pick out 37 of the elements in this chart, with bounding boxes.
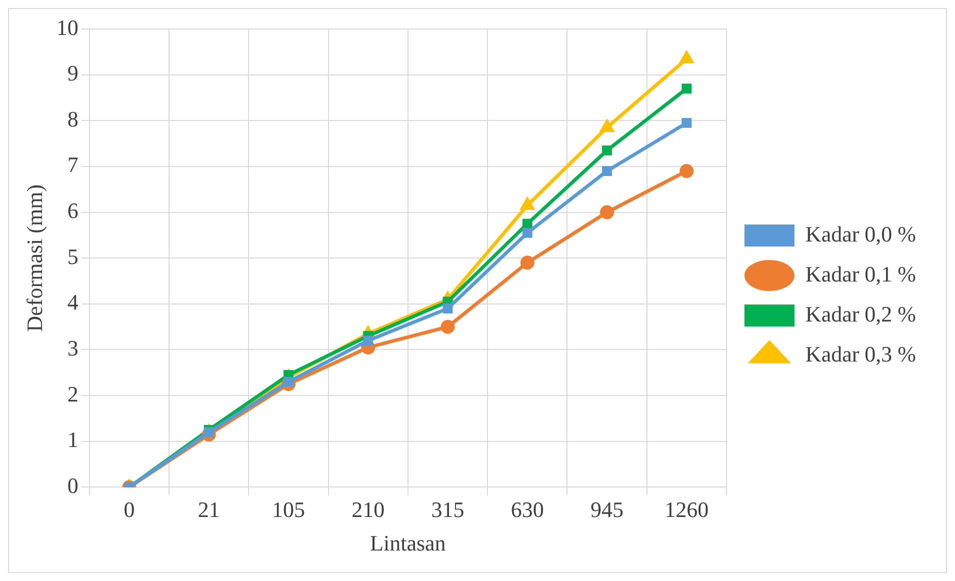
legend-label: Kadar 0,3 % — [805, 341, 916, 366]
x-axis-title: Lintasan — [370, 530, 446, 556]
x-tick-label: 1260 — [664, 497, 709, 522]
x-tick-label: 945 — [590, 497, 624, 522]
y-tick-label: 7 — [67, 152, 78, 178]
y-tick-label: 1 — [67, 427, 78, 452]
point — [440, 320, 455, 334]
point — [600, 205, 614, 220]
point — [522, 218, 532, 229]
y-tick-label: 5 — [67, 244, 78, 269]
y-tick-label: 9 — [67, 60, 78, 86]
x-tick-label: 210 — [352, 497, 385, 522]
point — [680, 164, 694, 178]
point — [602, 166, 612, 176]
y-tick-label: 4 — [67, 290, 78, 315]
legend-label: Kadar 0,1 % — [805, 261, 916, 286]
y-tick-label: 8 — [67, 106, 78, 132]
x-tick-label: 21 — [198, 497, 220, 522]
x-tick-label: 315 — [431, 497, 464, 522]
point — [363, 336, 374, 346]
y-axis-title: Deformasi (mm) — [22, 184, 47, 332]
x-tick-label: 0 — [124, 497, 135, 522]
x-tick-label: 105 — [272, 497, 305, 522]
point — [602, 145, 612, 156]
point — [682, 118, 692, 128]
y-tick-label: 3 — [67, 336, 78, 361]
y-tick-label: 6 — [67, 198, 78, 224]
point — [442, 304, 453, 314]
y-tick-label: 10 — [56, 14, 78, 40]
point — [520, 256, 534, 270]
point — [682, 84, 692, 94]
legend-label: Kadar 0,0 % — [805, 221, 916, 246]
x-tick-label: 630 — [510, 497, 544, 522]
legend-label: Kadar 0,2 % — [805, 301, 916, 326]
y-tick-label: 0 — [67, 472, 78, 498]
point — [522, 228, 532, 238]
y-tick-label: 2 — [67, 381, 78, 406]
